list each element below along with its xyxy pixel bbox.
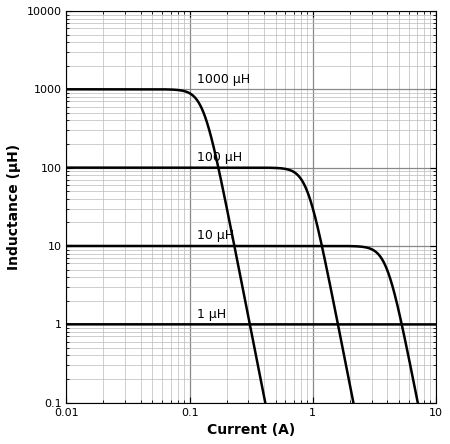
Text: 1000 μH: 1000 μH [197,72,250,86]
Text: 1 μH: 1 μH [197,308,226,321]
Text: 100 μH: 100 μH [197,151,242,164]
X-axis label: Current (A): Current (A) [207,423,295,437]
Text: 10 μH: 10 μH [197,229,234,242]
Y-axis label: Inductance (μH): Inductance (μH) [7,144,21,270]
